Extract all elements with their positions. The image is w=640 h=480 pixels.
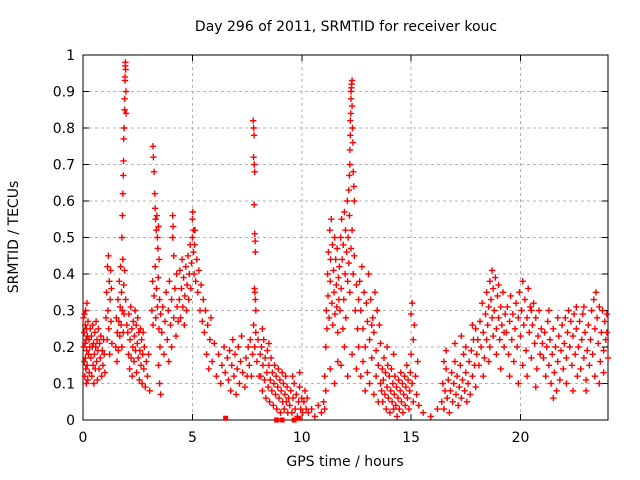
y-tick-label: 0.3 [53, 304, 75, 320]
y-tick-label: 0.4 [53, 267, 75, 283]
x-tick-label: 10 [293, 430, 311, 446]
data-points-layer [80, 59, 612, 423]
x-axis-label: GPS time / hours [286, 454, 403, 470]
y-tick-label: 1 [66, 48, 75, 64]
y-tick-label: 0.8 [53, 121, 75, 137]
y-tick-label: 0.5 [53, 231, 75, 247]
y-tick-label: 0.7 [53, 158, 75, 174]
x-tick-label: 15 [402, 430, 420, 446]
y-tick-label: 0.2 [53, 340, 75, 356]
y-axis-label: SRMTID / TECUs [6, 181, 22, 294]
y-tick-label: 0.1 [53, 377, 75, 393]
y-tick-labels: 0 0.1 0.2 0.3 0.4 0.5 0.6 0.7 0.8 0.9 1 [53, 48, 75, 429]
plot-border [82, 54, 609, 421]
chart-title: Day 296 of 2011, SRMTID for receiver kou… [195, 19, 497, 35]
y-tick-label: 0 [66, 413, 75, 429]
y-tick-label: 0.6 [53, 194, 75, 210]
y-tick-label: 0.9 [53, 85, 75, 101]
x-tick-label: 5 [188, 430, 197, 446]
x-tick-label: 0 [79, 430, 88, 446]
x-tick-labels: 0 5 10 15 20 [79, 430, 530, 446]
series-0-plus-markers [80, 59, 612, 420]
series-1-square-markers [223, 415, 301, 423]
x-tick-label: 20 [512, 430, 530, 446]
